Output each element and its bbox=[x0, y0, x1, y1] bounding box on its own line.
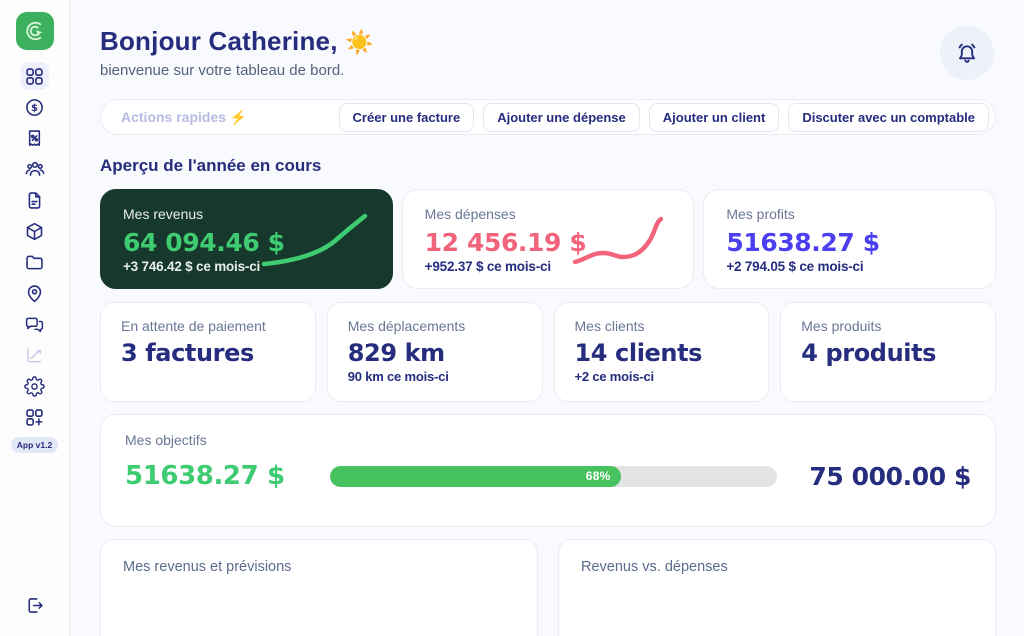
objectives-label: Mes objectifs bbox=[125, 432, 207, 448]
revenue-forecast-title: Mes revenus et prévisions bbox=[123, 559, 292, 575]
sidebar-item-finances[interactable]: $ bbox=[21, 93, 49, 121]
sidebar: $ bbox=[0, 0, 70, 636]
sidebar-item-integrations[interactable] bbox=[21, 403, 49, 431]
revenues-sparkline bbox=[261, 213, 367, 267]
pending-payments-label: En attente de paiement bbox=[121, 318, 266, 334]
objectives-current-value: 51638.27 $ bbox=[125, 461, 285, 491]
logo-icon bbox=[25, 21, 43, 41]
chat-bubbles-icon bbox=[25, 317, 44, 332]
greeting-block: Bonjour Catherine, ☀️ bienvenue sur votr… bbox=[100, 26, 374, 79]
products-label: Mes produits bbox=[801, 318, 882, 334]
dashboard-grid-icon bbox=[26, 67, 43, 85]
quick-actions-bar: Actions rapides ⚡ Créer une facture Ajou… bbox=[100, 99, 996, 135]
clients-value: 14 clients bbox=[574, 339, 703, 367]
stat-cards-row: Mes revenus 64 094.46 $ +3 746.42 $ ce m… bbox=[100, 189, 996, 289]
sun-emoji-icon: ☀️ bbox=[345, 29, 374, 55]
expenses-value: 12 456.19 $ bbox=[424, 228, 587, 257]
svg-text:$: $ bbox=[31, 103, 38, 114]
profits-delta: +2 794.05 $ ce mois-ci bbox=[726, 259, 864, 274]
objectives-percent-label: 68% bbox=[585, 469, 611, 483]
users-icon bbox=[25, 161, 44, 176]
revenues-delta: +3 746.42 $ ce mois-ci bbox=[123, 259, 261, 274]
sidebar-item-trips[interactable] bbox=[21, 279, 49, 307]
objectives-progress-row: 51638.27 $ 68% 75 000.00 $ bbox=[125, 461, 971, 491]
objectives-target-value: 75 000.00 $ bbox=[809, 461, 971, 491]
revenues-value: 64 094.46 $ bbox=[123, 228, 285, 257]
pending-payments-card[interactable]: En attente de paiement 3 factures bbox=[100, 302, 316, 402]
products-card[interactable]: Mes produits 4 produits bbox=[780, 302, 996, 402]
trips-delta: 90 km ce mois-ci bbox=[347, 369, 449, 384]
revenues-label: Mes revenus bbox=[123, 206, 204, 222]
sidebar-item-invoices[interactable] bbox=[21, 124, 49, 152]
products-value: 4 produits bbox=[801, 339, 937, 367]
app-version-badge: App v1.2 bbox=[10, 437, 59, 453]
create-invoice-button[interactable]: Créer une facture bbox=[338, 102, 475, 132]
overview-section-title: Aperçu de l'année en cours bbox=[100, 156, 322, 175]
objectives-card: Mes objectifs 51638.27 $ 68% 75 000.00 $ bbox=[100, 414, 996, 527]
app-logo[interactable] bbox=[15, 12, 54, 50]
expenses-card[interactable]: Mes dépenses 12 456.19 $ +952.37 $ ce mo… bbox=[401, 189, 695, 289]
dollar-circle-icon: $ bbox=[26, 98, 43, 116]
revenue-forecast-panel[interactable]: Mes revenus et prévisions bbox=[100, 539, 538, 636]
pending-payments-value: 3 factures bbox=[121, 339, 254, 367]
logout-icon bbox=[28, 597, 43, 613]
bottom-panels-row: Mes revenus et prévisions Revenus vs. dé… bbox=[100, 539, 996, 636]
trips-value: 829 km bbox=[347, 339, 445, 367]
cube-icon bbox=[26, 222, 43, 240]
apps-plus-icon bbox=[26, 408, 43, 426]
document-icon bbox=[28, 191, 41, 209]
sidebar-item-files[interactable] bbox=[21, 248, 49, 276]
lightning-emoji-icon: ⚡ bbox=[229, 108, 248, 125]
page-title: Bonjour Catherine, ☀️ bbox=[100, 26, 374, 57]
sidebar-item-documents[interactable] bbox=[21, 186, 49, 214]
sidebar-item-clients[interactable] bbox=[21, 155, 49, 183]
page-header: Bonjour Catherine, ☀️ bienvenue sur votr… bbox=[100, 26, 996, 80]
clients-card[interactable]: Mes clients 14 clients +2 ce mois-ci bbox=[553, 302, 770, 402]
notifications-button[interactable] bbox=[940, 26, 994, 80]
gear-icon bbox=[24, 375, 45, 397]
expenses-delta: +952.37 $ ce mois-ci bbox=[424, 259, 551, 274]
bell-icon bbox=[958, 43, 976, 63]
chart-curve-icon bbox=[27, 347, 42, 362]
clients-delta: +2 ce mois-ci bbox=[574, 369, 655, 384]
expenses-sparkline bbox=[573, 216, 664, 265]
location-pin-icon bbox=[27, 284, 42, 302]
profits-label: Mes profits bbox=[726, 206, 795, 222]
add-client-button[interactable]: Ajouter un client bbox=[648, 102, 780, 132]
revenue-vs-expenses-title: Revenus vs. dépenses bbox=[581, 559, 728, 575]
quick-actions-text: Actions rapides bbox=[121, 108, 227, 125]
sidebar-item-stats[interactable] bbox=[21, 341, 49, 369]
trips-label: Mes déplacements bbox=[347, 318, 466, 334]
clients-label: Mes clients bbox=[574, 318, 645, 334]
greeting-text: Bonjour Catherine, bbox=[100, 26, 338, 56]
profits-card[interactable]: Mes profits 51638.27 $ +2 794.05 $ ce mo… bbox=[703, 189, 996, 289]
quick-actions-buttons: Créer une facture Ajouter une dépense Aj… bbox=[338, 102, 989, 132]
objectives-progress-track: 68% bbox=[329, 465, 778, 487]
invoice-percent-icon bbox=[28, 129, 41, 146]
revenues-card[interactable]: Mes revenus 64 094.46 $ +3 746.42 $ ce m… bbox=[100, 189, 393, 289]
main-content: Bonjour Catherine, ☀️ bienvenue sur votr… bbox=[70, 0, 1024, 636]
profits-value: 51638.27 $ bbox=[726, 228, 880, 257]
sidebar-item-settings[interactable] bbox=[21, 372, 49, 400]
folder-icon bbox=[26, 255, 43, 269]
logout-button[interactable] bbox=[21, 591, 49, 619]
add-expense-button[interactable]: Ajouter une dépense bbox=[483, 102, 640, 132]
sidebar-item-chat[interactable] bbox=[21, 310, 49, 338]
chat-accountant-button[interactable]: Discuter avec un comptable bbox=[788, 102, 989, 132]
quick-actions-label: Actions rapides ⚡ bbox=[121, 109, 247, 126]
sidebar-item-dashboard[interactable] bbox=[20, 62, 49, 90]
page-subtitle: bienvenue sur votre tableau de bord. bbox=[100, 62, 345, 79]
revenue-vs-expenses-panel[interactable]: Revenus vs. dépenses bbox=[558, 539, 996, 636]
sidebar-item-products[interactable] bbox=[21, 217, 49, 245]
expenses-label: Mes dépenses bbox=[424, 206, 516, 222]
objectives-progress-fill: 68% bbox=[329, 465, 621, 487]
trips-card[interactable]: Mes déplacements 829 km 90 km ce mois-ci bbox=[326, 302, 543, 402]
mini-cards-row: En attente de paiement 3 factures Mes dé… bbox=[100, 302, 996, 402]
